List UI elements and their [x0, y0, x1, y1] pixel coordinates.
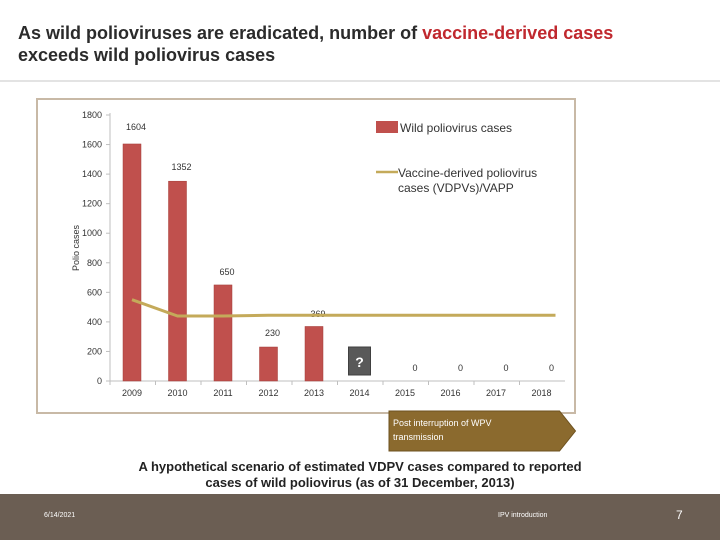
chart-frame — [36, 98, 576, 414]
footer-bar: 6/14/2021 IPV introduction 7 — [0, 494, 720, 540]
y-tick-label: 200 — [87, 346, 102, 356]
bar — [304, 326, 324, 382]
bar — [168, 180, 187, 382]
data-label: 0 — [412, 363, 417, 373]
data-label: 1604 — [126, 122, 146, 132]
bar — [259, 346, 278, 382]
y-tick-label: 1800 — [82, 110, 102, 120]
y-tick-label: 1200 — [82, 199, 102, 209]
post-interruption-arrow — [388, 410, 577, 452]
legend-swatch-wild — [376, 121, 398, 133]
y-tick-label: 0 — [97, 376, 102, 386]
slide-title: As wild polioviruses are eradicated, num… — [18, 22, 708, 66]
y-tick-label: 1600 — [82, 140, 102, 150]
legend-label-wild: Wild poliovirus cases — [400, 121, 512, 135]
page-number: 7 — [676, 508, 683, 522]
x-tick-label: 2015 — [395, 388, 415, 398]
data-label: 230 — [265, 328, 280, 338]
y-tick-label: 1000 — [82, 228, 102, 238]
x-tick-label: 2013 — [304, 388, 324, 398]
y-axis-label: Polio cases — [71, 224, 81, 271]
x-tick-label: 2012 — [258, 388, 278, 398]
x-tick-label: 2016 — [440, 388, 460, 398]
data-label: 650 — [219, 267, 234, 277]
caption-line-1: A hypothetical scenario of estimated VDP… — [138, 459, 582, 474]
title-part-2: exceeds wild poliovirus cases — [18, 45, 276, 65]
question-label: ? — [355, 354, 364, 370]
title-divider — [0, 80, 720, 82]
x-tick-label: 2018 — [531, 388, 551, 398]
legend-label-vdpv-line2: cases (VDPVs)/VAPP — [398, 181, 514, 195]
footer-title: IPV introduction — [498, 512, 548, 519]
y-tick-label: 400 — [87, 317, 102, 327]
y-tick-label: 1400 — [82, 169, 102, 179]
data-label: 0 — [549, 363, 554, 373]
title-part-1: As wild polioviruses are eradicated, num… — [18, 23, 423, 43]
x-tick-label: 2009 — [122, 388, 142, 398]
question-marker — [348, 346, 371, 376]
bar — [122, 143, 142, 382]
x-tick-label: 2014 — [349, 388, 369, 398]
data-label: 0 — [458, 363, 463, 373]
data-label: 0 — [503, 363, 508, 373]
caption-line-2: cases of wild poliovirus (as of 31 Decem… — [205, 475, 515, 490]
y-tick-label: 600 — [87, 287, 102, 297]
chart-caption: A hypothetical scenario of estimated VDP… — [60, 459, 660, 491]
x-tick-label: 2017 — [486, 388, 506, 398]
arrow-label-line2: transmission — [393, 432, 444, 442]
arrow-label-line1: Post interruption of WPV — [393, 418, 492, 428]
title-highlight: vaccine-derived cases — [422, 23, 614, 43]
y-tick-label: 800 — [87, 258, 102, 268]
x-tick-label: 2011 — [213, 388, 232, 398]
x-tick-label: 2010 — [167, 388, 187, 398]
data-label: 1352 — [171, 162, 191, 172]
legend-label-vdpv-line1: Vaccine-derived poliovirus — [398, 166, 537, 180]
vdpv-line — [131, 298, 556, 318]
footer-date: 6/14/2021 — [44, 512, 76, 519]
bar — [213, 284, 233, 382]
